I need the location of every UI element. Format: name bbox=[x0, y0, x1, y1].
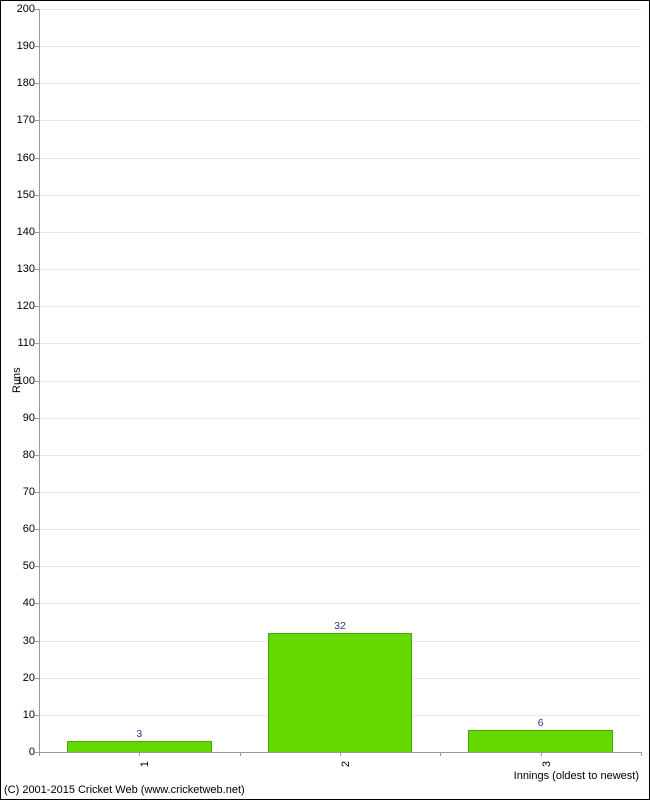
ytick-label: 20 bbox=[23, 672, 39, 684]
gridline bbox=[39, 418, 641, 419]
gridline bbox=[39, 46, 641, 47]
gridline bbox=[39, 343, 641, 344]
bar-value-label: 32 bbox=[334, 620, 346, 634]
gridline bbox=[39, 195, 641, 196]
ytick-label: 180 bbox=[17, 77, 39, 89]
x-axis-title: Innings (oldest to newest) bbox=[514, 770, 639, 782]
ytick-label: 150 bbox=[17, 189, 39, 201]
ytick-label: 0 bbox=[29, 746, 39, 758]
ytick-label: 190 bbox=[17, 40, 39, 52]
ytick-label: 200 bbox=[17, 3, 39, 15]
ytick-label: 140 bbox=[17, 226, 39, 238]
bar-value-label: 6 bbox=[538, 717, 544, 731]
gridline bbox=[39, 603, 641, 604]
xtick-mark bbox=[541, 752, 542, 756]
ytick-label: 80 bbox=[23, 449, 39, 461]
gridline bbox=[39, 9, 641, 10]
ytick-label: 70 bbox=[23, 486, 39, 498]
xtick-sep bbox=[39, 752, 40, 756]
bar: 32 bbox=[268, 633, 412, 752]
ytick-label: 170 bbox=[17, 114, 39, 126]
bar: 6 bbox=[468, 730, 612, 752]
y-axis-line bbox=[39, 9, 40, 752]
ytick-label: 160 bbox=[17, 152, 39, 164]
gridline bbox=[39, 455, 641, 456]
gridline bbox=[39, 83, 641, 84]
bar-value-label: 3 bbox=[136, 728, 142, 742]
y-axis-title: Runs bbox=[11, 367, 23, 393]
ytick-label: 30 bbox=[23, 635, 39, 647]
ytick-label: 60 bbox=[23, 523, 39, 535]
gridline bbox=[39, 306, 641, 307]
ytick-label: 110 bbox=[17, 337, 39, 349]
bar: 3 bbox=[67, 741, 211, 752]
gridline bbox=[39, 120, 641, 121]
copyright-text: (C) 2001-2015 Cricket Web (www.cricketwe… bbox=[4, 784, 245, 796]
xtick-sep bbox=[240, 752, 241, 756]
gridline bbox=[39, 381, 641, 382]
xtick-mark bbox=[139, 752, 140, 756]
xtick-label: 3 bbox=[541, 761, 553, 767]
ytick-label: 90 bbox=[23, 412, 39, 424]
gridline bbox=[39, 232, 641, 233]
gridline bbox=[39, 158, 641, 159]
gridline bbox=[39, 529, 641, 530]
gridline bbox=[39, 566, 641, 567]
gridline bbox=[39, 269, 641, 270]
ytick-label: 10 bbox=[23, 709, 39, 721]
xtick-sep bbox=[440, 752, 441, 756]
chart-frame: 0102030405060708090100110120130140150160… bbox=[0, 0, 650, 800]
ytick-label: 120 bbox=[17, 300, 39, 312]
gridline bbox=[39, 492, 641, 493]
ytick-label: 40 bbox=[23, 597, 39, 609]
xtick-sep bbox=[641, 752, 642, 756]
xtick-mark bbox=[340, 752, 341, 756]
xtick-label: 2 bbox=[340, 761, 352, 767]
ytick-label: 50 bbox=[23, 560, 39, 572]
xtick-label: 1 bbox=[139, 761, 151, 767]
plot-area: 0102030405060708090100110120130140150160… bbox=[39, 9, 641, 752]
ytick-label: 130 bbox=[17, 263, 39, 275]
